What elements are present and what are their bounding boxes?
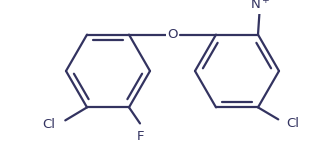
Text: N$^+$: N$^+$ — [250, 0, 270, 12]
Text: Cl: Cl — [42, 118, 55, 131]
Text: O: O — [167, 28, 178, 41]
Text: Cl: Cl — [286, 117, 299, 130]
Text: F: F — [136, 130, 144, 143]
